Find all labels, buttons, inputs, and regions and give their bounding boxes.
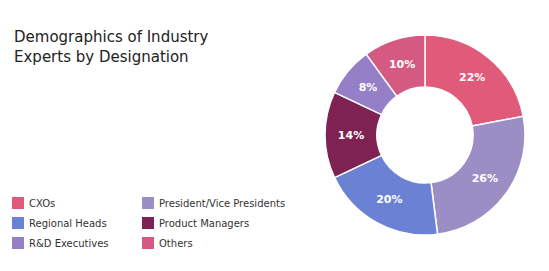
slices [325, 35, 525, 235]
legend-label: Regional Heads [29, 218, 107, 229]
slice [431, 116, 525, 234]
title: Demographics of Industry Experts by Desig… [14, 28, 209, 66]
data-labels: 22% 26% 20% 14% 8% 10% [338, 58, 498, 206]
data-label: 14% [338, 129, 364, 142]
legend-label: Others [159, 238, 193, 249]
legend-swatch [12, 237, 24, 249]
legend-swatch [142, 217, 154, 229]
slice [425, 35, 523, 126]
legend-label: R&D Executives [29, 238, 109, 249]
chart-container: Demographics of Industry Experts by Desig… [0, 0, 549, 271]
legend-label: President/Vice Presidents [159, 198, 285, 209]
legend: CXOs President/Vice Presidents Regional He… [12, 197, 285, 249]
legend-swatch [12, 197, 24, 209]
legend-swatch [142, 237, 154, 249]
legend-label: CXOs [29, 198, 55, 209]
data-label: 26% [472, 172, 498, 185]
chart-svg: Demographics of Industry Experts by Desig… [0, 0, 549, 271]
legend-swatch [12, 217, 24, 229]
data-label: 8% [359, 81, 378, 94]
data-label: 22% [459, 71, 485, 84]
legend-swatch [142, 197, 154, 209]
legend-label: Product Managers [159, 218, 249, 229]
title-line: Experts by Designation [14, 48, 189, 66]
data-label: 20% [376, 193, 402, 206]
title-line: Demographics of Industry [14, 28, 209, 46]
data-label: 10% [389, 58, 415, 71]
